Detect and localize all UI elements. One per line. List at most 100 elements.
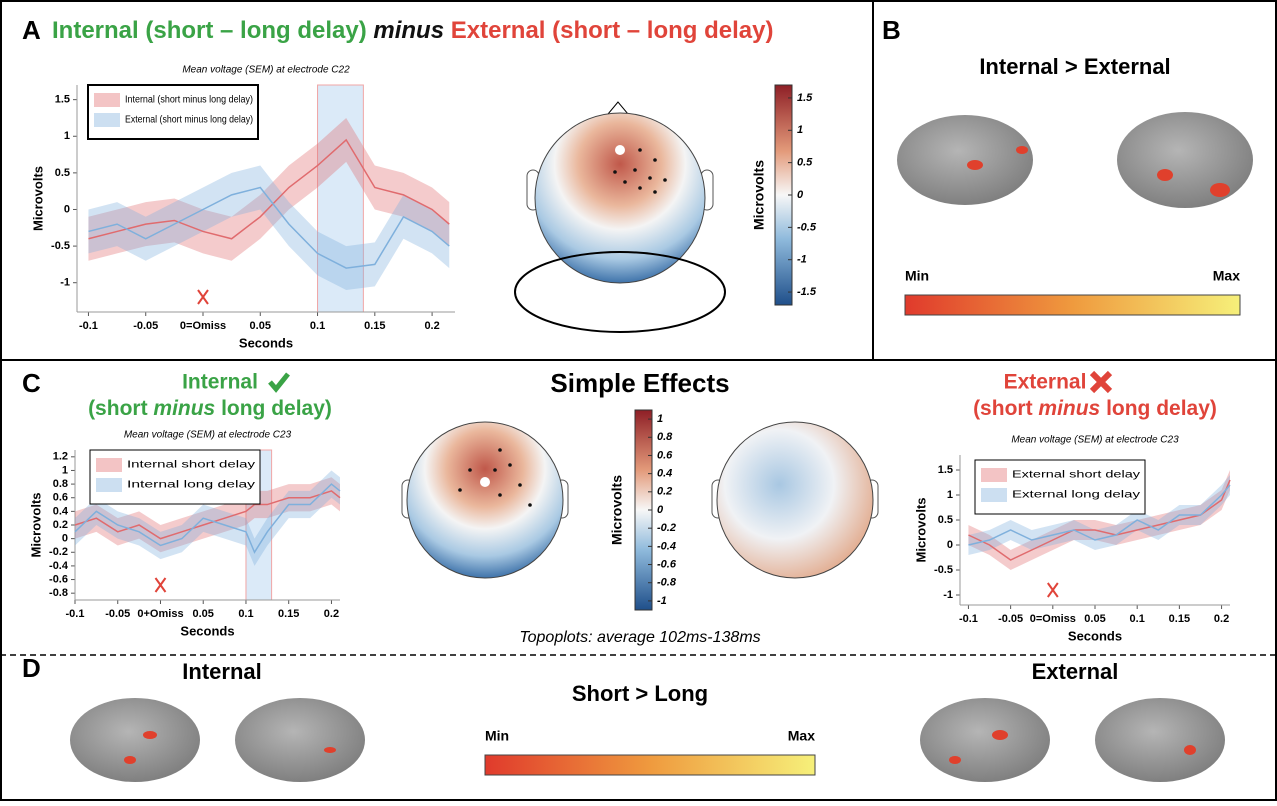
- head: [407, 422, 563, 578]
- y-tick-label: 0: [947, 539, 953, 551]
- y-tick-label: -0.2: [49, 546, 68, 558]
- y-tick-label: -0.8: [49, 587, 68, 599]
- text-part: long delay): [1100, 397, 1217, 420]
- topoplot: [515, 102, 725, 332]
- colorbar-tick-label: 1: [657, 413, 663, 425]
- panel-subtitle: (short minus long delay): [973, 397, 1217, 420]
- x-tick-label: -0.1: [959, 613, 978, 625]
- x-tick-label: -0.1: [66, 608, 85, 620]
- head: [535, 113, 705, 283]
- text-part: minus: [153, 397, 215, 420]
- colorbar-tick-label: 1.5: [797, 92, 813, 104]
- scale-max: Max: [1213, 268, 1240, 284]
- y-tick-label: -0.5: [934, 564, 953, 576]
- colorbar-tick-label: -1: [657, 595, 667, 607]
- colorbar-tick-label: -1: [797, 254, 807, 266]
- y-tick-label: 1: [62, 464, 68, 476]
- legend-label: Internal long delay: [127, 480, 255, 491]
- colorbar-tick-label: 0.6: [657, 449, 673, 461]
- text-part: minus: [1038, 397, 1100, 420]
- colorbar-label: Microvolts: [751, 160, 767, 230]
- x-tick-label: 0.1: [310, 320, 325, 332]
- y-tick-label: 0: [62, 533, 68, 545]
- panel-title: Internal > External: [979, 54, 1170, 79]
- y-axis-label: Microvolts: [28, 492, 43, 557]
- text-part: (short: [973, 397, 1038, 420]
- panel-label: C: [22, 368, 41, 398]
- colorbar-tick-label: 0: [797, 189, 804, 201]
- chart-subtitle: Mean voltage (SEM) at electrode C23: [1011, 435, 1179, 446]
- x-tick-label: 0.2: [424, 320, 439, 332]
- legend-label: Internal (short minus long delay): [125, 95, 253, 106]
- legend-swatch: [94, 93, 120, 107]
- legend-label: External (short minus long delay): [125, 115, 253, 126]
- title-part: minus: [373, 17, 444, 44]
- colorbar-tick-label: -0.4: [657, 540, 676, 552]
- x-tick-label: -0.05: [133, 320, 158, 332]
- y-tick-label: 0.2: [53, 519, 68, 531]
- brain: [70, 698, 200, 782]
- x-tick-label: -0.05: [998, 613, 1023, 625]
- note: Topoplots: average 102ms-138ms: [519, 629, 760, 646]
- title-part: External (short – long delay): [451, 17, 774, 44]
- topoplot: [402, 422, 568, 578]
- colorbar-tick-label: 0.4: [657, 468, 672, 480]
- legend-label: Internal short delay: [127, 460, 255, 471]
- y-tick-label: 1.2: [53, 451, 68, 463]
- y-tick-label: 0.6: [53, 492, 68, 504]
- y-axis-label: Microvolts: [913, 497, 928, 562]
- nose: [608, 102, 628, 114]
- y-tick-label: 1: [64, 130, 70, 142]
- brain: [235, 698, 365, 782]
- panel-title: Short > Long: [572, 681, 708, 706]
- panel-title: Simple Effects: [550, 368, 729, 398]
- y-tick-label: -1: [943, 589, 953, 601]
- colorbar-label: Microvolts: [609, 475, 625, 545]
- colorbar-tick-label: -0.5: [797, 221, 817, 233]
- panel-label: D: [22, 653, 41, 683]
- chart-subtitle: Mean voltage (SEM) at electrode C23: [124, 430, 292, 441]
- colorbar-tick-label: -0.2: [657, 522, 676, 534]
- x-tick-label: 0+Omiss: [137, 608, 183, 620]
- y-tick-label: 0.5: [938, 514, 953, 526]
- scale-min: Min: [905, 268, 929, 284]
- colorbar-tick-label: 1: [797, 124, 803, 136]
- scale-min: Min: [485, 728, 509, 744]
- page: A B C D Internal (short – long delay) mi…: [0, 0, 1277, 806]
- scale-max: Max: [788, 728, 815, 744]
- colorbar-tick-label: -1.5: [797, 286, 817, 298]
- brain: [897, 115, 1033, 205]
- legend-swatch: [96, 458, 122, 472]
- x-tick-label: 0.15: [364, 320, 385, 332]
- y-tick-label: 0.5: [55, 167, 70, 179]
- x-tick-label: 0=Omiss: [1030, 613, 1076, 625]
- y-tick-label: 0.8: [53, 478, 68, 490]
- check-icon: [270, 374, 288, 389]
- x-tick-label: 0.15: [1169, 613, 1190, 625]
- text-part: long delay): [215, 397, 332, 420]
- legend-swatch: [981, 468, 1007, 482]
- panel-subtitle: (short minus long delay): [88, 397, 332, 420]
- panel-label: A: [22, 15, 41, 45]
- brain: [1117, 112, 1253, 208]
- omission-icon: [155, 578, 165, 592]
- chart-subtitle: Mean voltage (SEM) at electrode C22: [182, 65, 350, 76]
- y-axis-label: Microvolts: [30, 166, 45, 231]
- panel-title: Internal: [182, 659, 261, 684]
- x-tick-label: 0.05: [193, 608, 214, 620]
- y-tick-label: 1.5: [938, 464, 953, 476]
- color-scale: [485, 755, 815, 775]
- electrode: [480, 477, 490, 487]
- panel-title: External: [1004, 371, 1087, 394]
- colorbar-tick-label: 0: [657, 504, 664, 516]
- x-tick-label: 0.1: [238, 608, 253, 620]
- head: [717, 422, 873, 578]
- colorbar-tick-label: 0.8: [657, 431, 673, 443]
- y-tick-label: 1.5: [55, 94, 70, 106]
- panel-title: Internal: [182, 371, 258, 394]
- x-tick-label: 0=Omiss: [180, 320, 226, 332]
- electrode: [615, 145, 625, 155]
- y-tick-label: 1: [947, 489, 953, 501]
- x-tick-label: 0.15: [278, 608, 299, 620]
- y-tick-label: -1: [60, 277, 70, 289]
